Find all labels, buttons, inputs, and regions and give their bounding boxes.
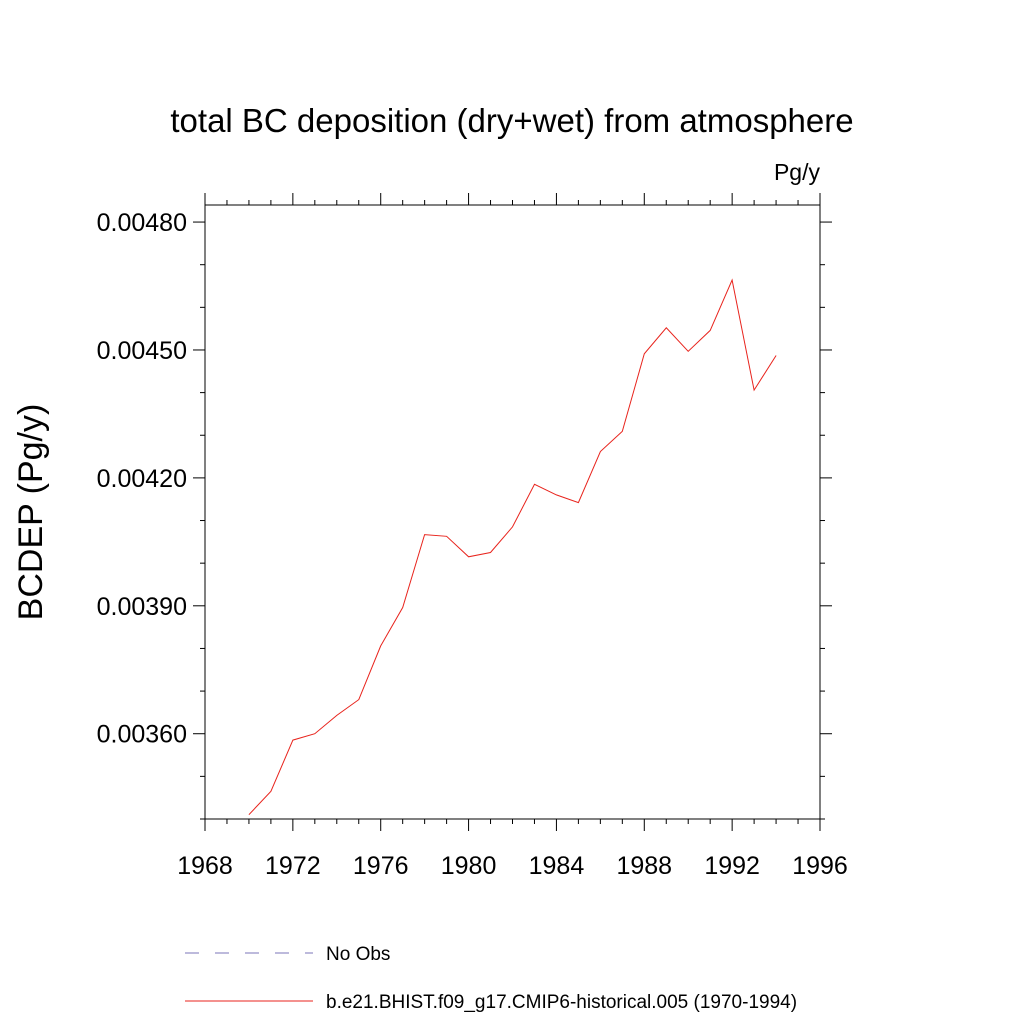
- legend: No Obs b.e21.BHIST.f09_g17.CMIP6-historic…: [185, 944, 797, 1013]
- x-tick-label: 1972: [265, 852, 321, 880]
- axis-tick-labels: 1968 1972 1976 1980 1984 1988 1992 1996 0.00360 0…: [97, 209, 848, 880]
- x-tick-label: 1980: [441, 852, 497, 880]
- y-tick-label: 0.00360: [97, 721, 187, 749]
- y-tick-label: 0.00450: [97, 337, 187, 365]
- y-tick-label: 0.00390: [97, 593, 187, 621]
- x-tick-label: 1968: [177, 852, 233, 880]
- y-tick-label: 0.00480: [97, 209, 187, 237]
- y-tick-label: 0.00420: [97, 465, 187, 493]
- plot-frame: [204, 204, 821, 820]
- y-axis-label: BCDEP (Pg/y): [12, 404, 50, 621]
- x-tick-label: 1984: [529, 852, 585, 880]
- legend-label: b.e21.BHIST.f09_g17.CMIP6-historical.005…: [326, 992, 797, 1013]
- series-line: [248, 278, 777, 816]
- x-tick-label: 1976: [353, 852, 409, 880]
- units-label: Pg/y: [774, 159, 821, 185]
- chart-title: total BC deposition (dry+wet) from atmos…: [170, 102, 853, 139]
- x-tick-label: 1988: [616, 852, 672, 880]
- series-group: [248, 278, 777, 816]
- legend-label: No Obs: [326, 944, 390, 965]
- axis-ticks: [193, 193, 832, 831]
- x-tick-label: 1992: [704, 852, 760, 880]
- x-tick-label: 1996: [792, 852, 848, 880]
